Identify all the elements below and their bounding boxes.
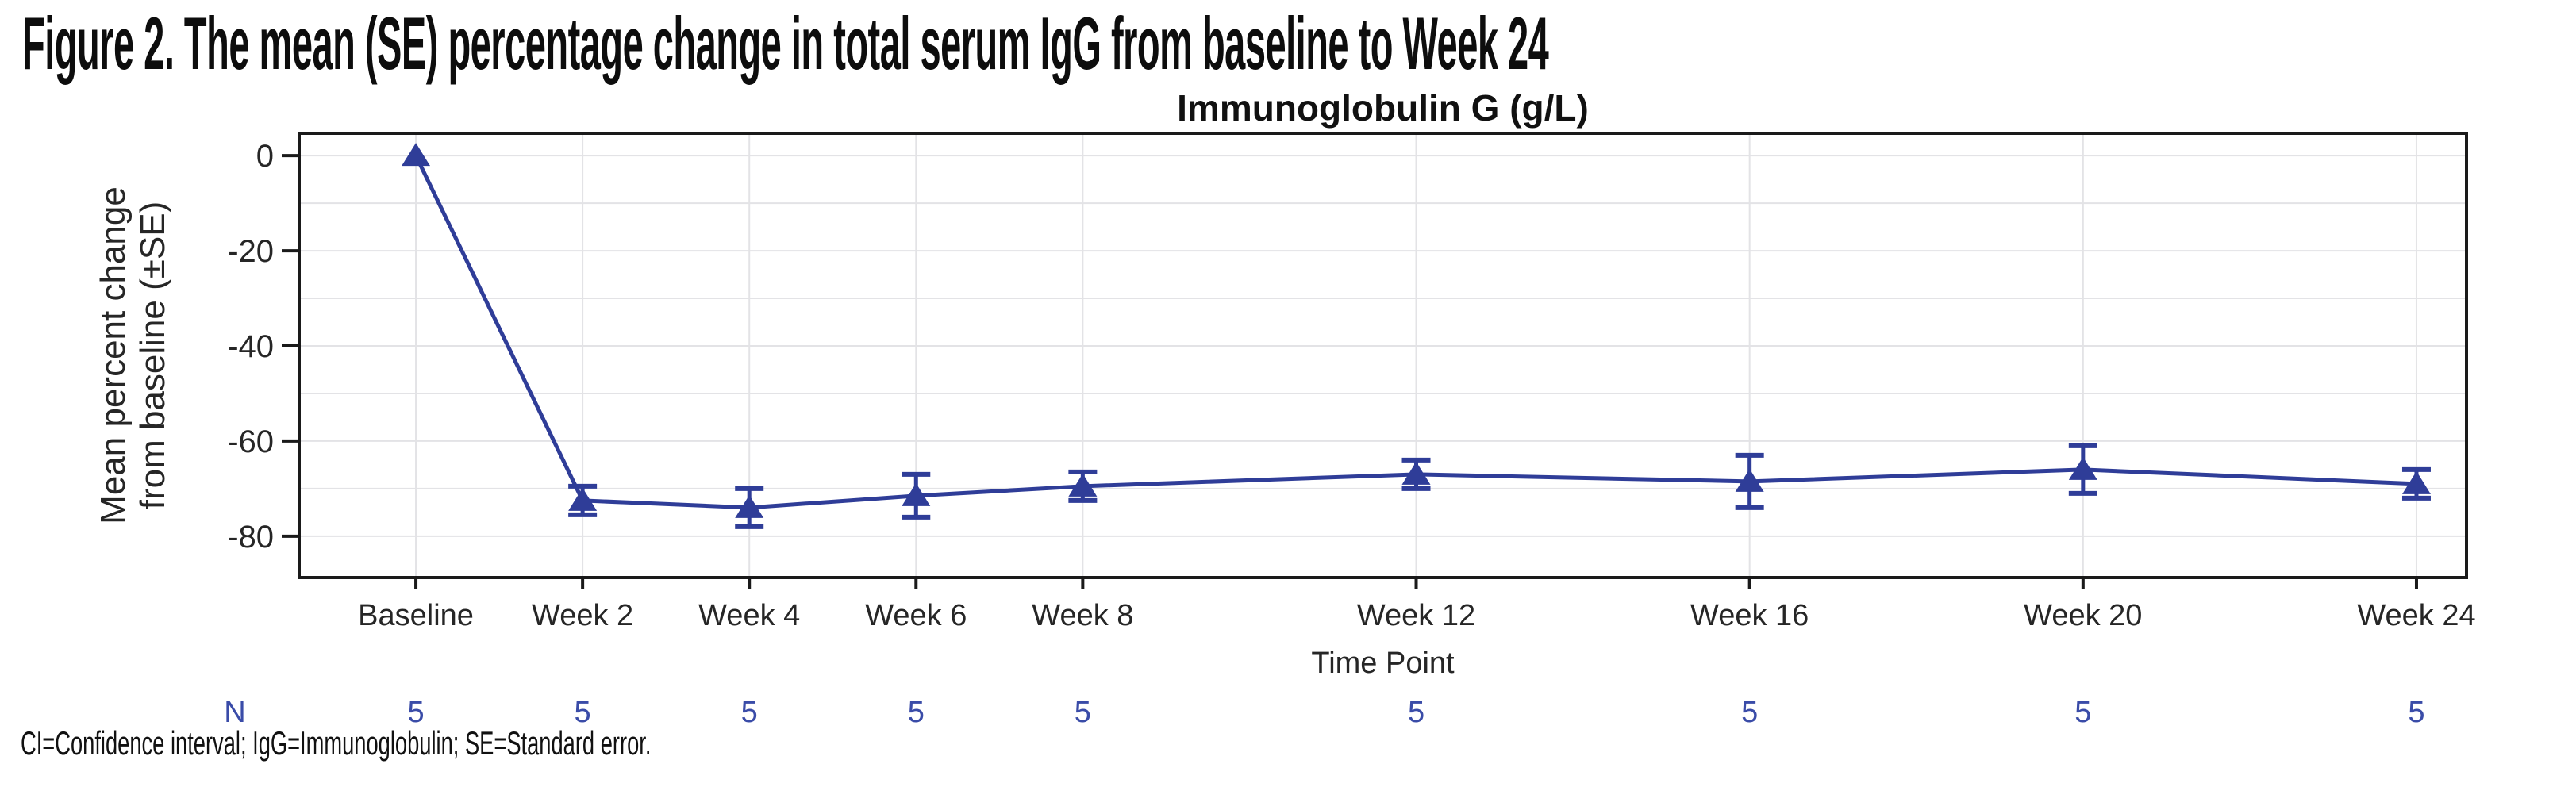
data-point-marker [402,143,431,167]
x-tick-label: Week 2 [532,599,633,632]
data-point-marker [2401,470,2431,494]
data-point-marker [568,487,598,511]
y-tick-label: -40 [228,329,274,364]
data-point-marker [902,482,931,506]
n-row-label: N [224,696,245,729]
x-tick-label: Week 4 [698,599,800,632]
chart-title: Immunoglobulin G (g/L) [1177,87,1589,129]
n-value: 5 [2408,696,2424,729]
figure-title-text: Figure 2. The mean (SE) percentage chang… [22,2,1549,85]
n-value: 5 [1741,696,1758,729]
data-point-marker [2068,456,2097,480]
x-axis-title: Time Point [1311,647,1455,680]
x-tick-label: Baseline [358,599,474,632]
y-tick-label: 0 [256,139,274,174]
n-value: 5 [1408,696,1424,729]
data-point-marker [1401,461,1431,485]
y-tick-label: -80 [228,520,274,555]
x-tick-label: Week 8 [1032,599,1133,632]
y-tick-label: -60 [228,424,274,459]
n-value: 5 [407,696,424,729]
n-value: 5 [1075,696,1091,729]
figure-title: Figure 2. The mean (SE) percentage chang… [22,6,2576,81]
n-value: 5 [908,696,925,729]
data-point-marker [735,494,764,518]
x-tick-label: Week 6 [865,599,967,632]
x-tick-label: Week 20 [2024,599,2142,632]
figure-footnote-text: CI=Confidence interval; IgG=Immunoglobul… [21,724,652,762]
n-value: 5 [741,696,758,729]
x-tick-label: Week 24 [2357,599,2475,632]
n-value: 5 [575,696,591,729]
n-value: 5 [2074,696,2091,729]
y-tick-label: -20 [228,234,274,269]
data-point-marker [1735,468,1764,492]
plot-border [298,132,2468,579]
x-tick-label: Week 16 [1690,599,1809,632]
x-tick-label: Week 12 [1357,599,1475,632]
figure-footnote: CI=Confidence interval; IgG=Immunoglobul… [21,727,990,760]
y-axis-title: Mean percent changefrom baseline (±SE) [94,186,172,524]
data-point-marker [1068,473,1098,497]
